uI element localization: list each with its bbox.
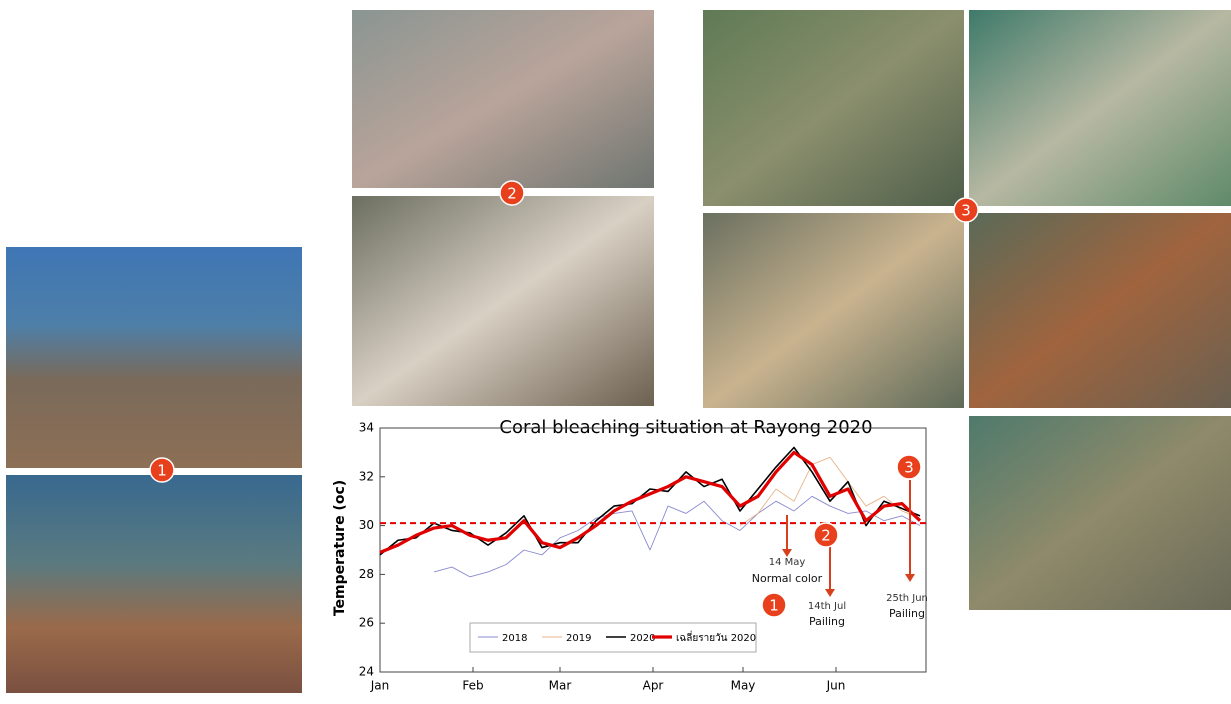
photo-marker: 1 [150,458,174,482]
x-tick-label: Mar [549,679,572,693]
x-tick-label: Jan [370,679,390,693]
figure: 1 2 3 Coral bleaching situation at Rayon… [0,0,1231,704]
y-tick-label: 24 [359,665,374,679]
page: 1 2 3 Coral bleaching situation at Rayon… [0,0,1231,704]
x-tick-label: Jun [826,679,846,693]
photo [703,10,964,206]
chart-marker: 3 [897,455,921,479]
y-tick-label: 26 [359,616,374,630]
arrow-head [782,549,792,557]
y-axis-label: Temperature (oc) [332,480,348,616]
photo [969,10,1231,206]
marker-label: 1 [769,597,779,615]
y-tick-label: 34 [359,421,374,435]
series-line [380,452,920,552]
chart-marker: 1 [762,593,786,617]
annotation-note: Pailing [809,615,845,628]
photo [352,10,654,188]
photo [6,475,302,693]
y-tick-label: 30 [359,518,374,532]
photo [352,196,654,406]
photo [969,213,1231,408]
arrow-head [825,589,835,597]
y-tick-label: 32 [359,469,374,483]
x-tick-label: Apr [643,679,664,693]
annotation-note: Normal color [752,572,823,585]
annotation-date: 25th Jun [886,593,928,604]
arrow-head [905,574,915,582]
legend-label: 2020 [630,633,655,644]
legend-label: 2018 [502,633,527,644]
series-line [740,457,920,525]
x-tick-label: Feb [462,679,483,693]
annotation-date: 14th Jul [808,601,846,612]
marker-label: 3 [961,202,971,220]
series-line [380,448,920,555]
legend-label: เฉลี่ยรายวัน 2020 [676,630,756,644]
chart-marker: 2 [814,523,838,547]
marker-label: 3 [904,459,914,477]
marker-label: 1 [157,462,167,480]
annotation-note: Pailing [889,607,925,620]
photo-marker: 2 [500,181,524,205]
photo-marker: 3 [954,198,978,222]
x-tick-label: May [731,679,756,693]
photo [969,416,1231,610]
photo [703,213,964,408]
photo [6,247,302,468]
annotation-date: 14 May [769,557,806,568]
marker-label: 2 [821,527,831,545]
y-tick-label: 28 [359,567,374,581]
legend-label: 2019 [566,633,591,644]
marker-label: 2 [507,185,517,203]
